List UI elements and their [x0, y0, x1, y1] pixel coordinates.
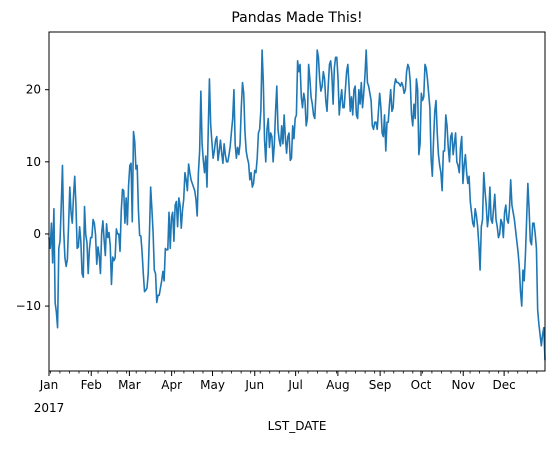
y-tick-label: −10 — [16, 299, 41, 313]
x-tick-label: May — [200, 378, 225, 392]
x-tick-label: Feb — [81, 378, 102, 392]
x-tick-label: Apr — [161, 378, 182, 392]
x-tick-label: Sep — [369, 378, 392, 392]
x-tick-label: Mar — [118, 378, 141, 392]
plot-area — [48, 49, 546, 361]
x-tick-label: Aug — [326, 378, 349, 392]
x-axis: Jan Feb Mar Apr May Jun Jul Aug Sep Oct Nov Dec — [39, 371, 538, 392]
y-axis: −10 0 10 20 — [16, 83, 49, 313]
x-tick-label: Jan — [39, 378, 59, 392]
y-tick-label: 10 — [26, 155, 41, 169]
x-tick-label: Jul — [287, 378, 302, 392]
x-tick-label: Jun — [244, 378, 264, 392]
series-line-0 — [48, 49, 546, 361]
x-tick-label: Nov — [452, 378, 475, 392]
x-tick-label: Dec — [493, 378, 516, 392]
chart-title: Pandas Made This! — [231, 10, 362, 26]
x-year-label: 2017 — [34, 401, 65, 415]
x-tick-label: Oct — [411, 378, 432, 392]
x-axis-title: LST_DATE — [268, 419, 327, 433]
y-tick-label: 20 — [26, 83, 41, 97]
plot-frame — [48, 31, 546, 372]
y-tick-label: 0 — [33, 227, 41, 241]
